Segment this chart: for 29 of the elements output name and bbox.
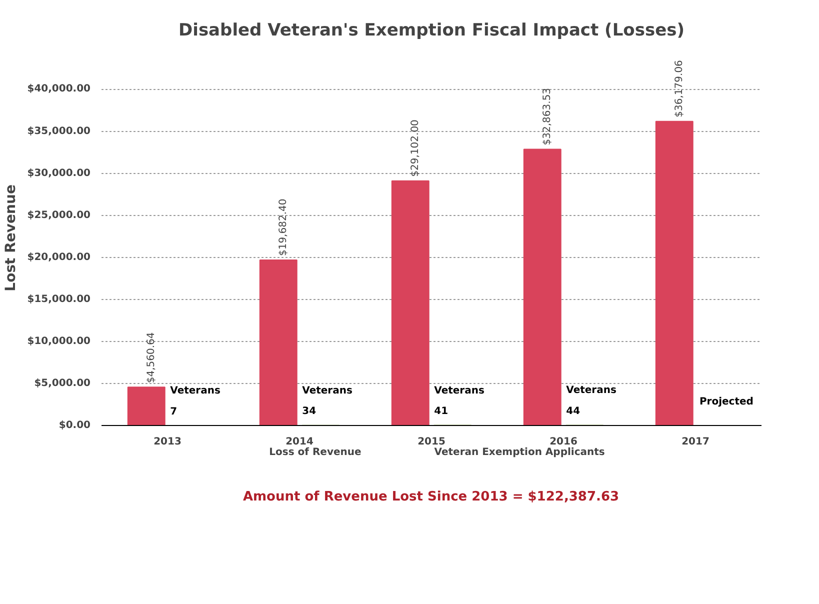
data-label: $19,682.40	[278, 198, 289, 256]
x-tick-label: 2017	[682, 436, 710, 448]
x-tick-label: 2015	[418, 436, 446, 448]
y-tick-label: $25,000.00	[27, 210, 91, 221]
text: Veteran Exemption Applicants	[434, 447, 605, 458]
y-tick-label: $35,000.00	[27, 126, 91, 137]
data-label: Veterans 44	[566, 385, 616, 418]
data-label: $4,560.64	[146, 332, 157, 384]
data-label: Veterans 7	[170, 386, 220, 418]
y-tick-label: $30,000.00	[27, 168, 91, 179]
y-tick-label: $15,000.00	[27, 294, 91, 305]
data-label: Veterans 41	[434, 385, 484, 418]
x-tick-label: 2016	[550, 436, 578, 448]
y-tick-label: $40,000.00	[27, 84, 91, 95]
data-label: $32,863.53	[542, 88, 553, 146]
chart-title: Disabled Veteran's Exemption Fiscal Impact (Losses)	[178, 20, 685, 40]
y-axis-title: Lost Revenue	[3, 184, 20, 292]
x-tick-label: 2014	[286, 436, 314, 448]
text: Amount of Revenue Lost Since 2013 = $122,387.63	[242, 490, 620, 505]
annotation: Projected	[699, 396, 754, 408]
y-tick-label: $20,000.00	[27, 252, 91, 263]
y-tick-label: $10,000.00	[27, 336, 91, 347]
x-tick-label: 2013	[154, 436, 182, 448]
y-tick-label: $0.00	[58, 420, 91, 431]
data-label: $36,179.06	[674, 60, 685, 118]
data-label: $29,102.00	[410, 120, 421, 177]
y-tick-label: $5,000.00	[34, 378, 91, 389]
data-label: Veterans 34	[302, 385, 352, 418]
text: Loss of Revenue	[269, 447, 362, 458]
